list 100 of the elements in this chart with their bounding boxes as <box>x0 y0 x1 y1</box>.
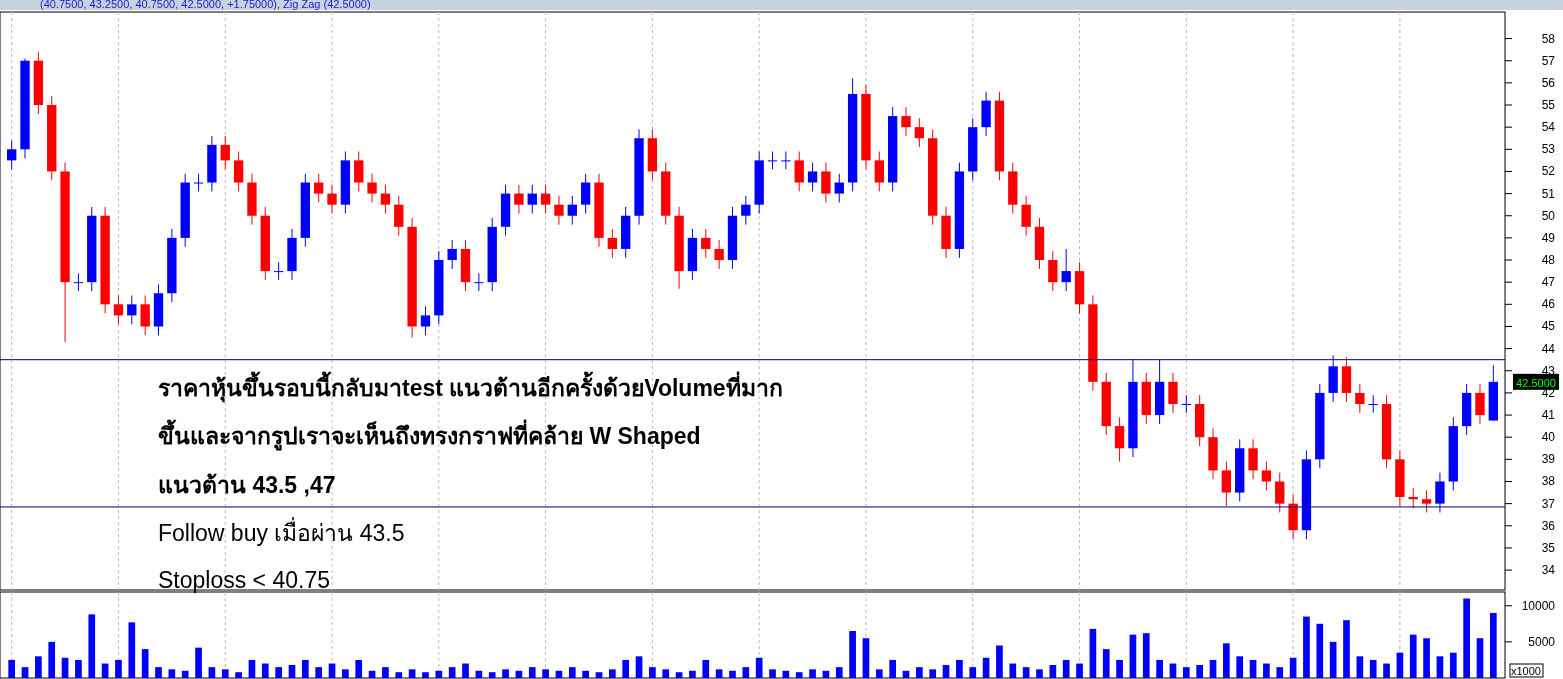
candlestick <box>314 173 324 203</box>
bar <box>729 670 736 678</box>
bar <box>1049 664 1057 678</box>
candlestick <box>1421 489 1432 513</box>
bar <box>675 672 683 678</box>
bar <box>1276 667 1284 678</box>
bar <box>929 669 937 678</box>
candlestick <box>220 135 230 170</box>
y-tick-label: 41 <box>1541 408 1556 423</box>
bar <box>622 659 630 678</box>
y-tick-label: 38 <box>1541 474 1556 489</box>
bar <box>1489 612 1497 678</box>
candlestick <box>821 162 831 203</box>
candlestick <box>127 294 137 325</box>
candlestick <box>540 184 551 215</box>
candlestick <box>834 173 844 203</box>
candlestick <box>474 272 484 292</box>
bar <box>862 638 870 678</box>
y-tick-label: 52 <box>1541 164 1556 179</box>
candlestick <box>420 306 431 336</box>
candlestick <box>580 173 591 215</box>
y-tick-label: 55 <box>1541 98 1556 113</box>
bar <box>75 659 82 678</box>
bar <box>1076 663 1083 678</box>
candlestick <box>1248 438 1258 480</box>
bar <box>435 670 443 678</box>
bar <box>1436 656 1444 678</box>
y-tick-label: 39 <box>1541 452 1556 467</box>
bar <box>889 659 896 678</box>
bar <box>1356 656 1364 678</box>
candlestick <box>380 184 391 215</box>
bar <box>1329 641 1337 678</box>
text: 42.5000 <box>1516 376 1556 389</box>
y-axis-title: x1000 <box>1511 665 1541 677</box>
annotation: ราคาหุ้นขึ้นรอบนี้กลับมาtest แนวต้านอีกครั้งด้วยVolumeที่มาก <box>158 371 783 403</box>
candlestick <box>1368 394 1378 414</box>
candlestick <box>901 106 911 137</box>
bar <box>809 669 816 678</box>
bar <box>155 667 162 678</box>
candlestick <box>1435 472 1445 513</box>
y-tick-label: 58 <box>1541 31 1556 46</box>
candlestick <box>273 261 284 281</box>
bar <box>181 670 189 678</box>
bar <box>582 670 589 678</box>
bar <box>849 631 856 678</box>
bar <box>996 645 1003 678</box>
y-tick-label: 56 <box>1541 75 1556 90</box>
annotation: Stoploss < 40.75 <box>158 567 330 593</box>
bar <box>8 659 16 678</box>
y-tick-label: 49 <box>1541 230 1556 245</box>
bar <box>488 672 496 678</box>
candlestick <box>1048 250 1058 292</box>
bar <box>916 667 923 678</box>
bar <box>208 667 216 678</box>
bar <box>742 667 750 678</box>
y-tick-label: 45 <box>1541 319 1556 334</box>
bar <box>1089 628 1097 678</box>
y-tick-label: 35 <box>1541 540 1556 555</box>
bar <box>1383 663 1390 678</box>
bar <box>1116 659 1123 678</box>
bar <box>48 641 56 678</box>
candlestick <box>701 228 711 259</box>
bar <box>1009 663 1017 678</box>
bar <box>1156 659 1163 678</box>
bar <box>1449 652 1457 678</box>
candlestick <box>1221 461 1232 507</box>
y-tick-label: 10000 <box>1521 598 1556 613</box>
bar <box>115 659 122 678</box>
candlestick <box>394 195 404 237</box>
candlestick <box>1114 416 1125 463</box>
bar <box>382 667 389 678</box>
bar <box>795 672 803 678</box>
y-tick-label: 34 <box>1541 563 1556 578</box>
bar <box>1409 634 1417 678</box>
bar <box>502 669 509 678</box>
candlestick <box>1181 394 1191 414</box>
candlestick <box>367 173 377 203</box>
candlestick <box>914 117 925 148</box>
bar <box>689 670 696 678</box>
bar <box>288 664 296 678</box>
y-tick-label: 5000 <box>1528 634 1556 649</box>
candlestick <box>7 139 17 170</box>
bar <box>1316 623 1324 678</box>
bar <box>1102 649 1110 678</box>
candlestick <box>1475 383 1485 425</box>
bar <box>88 614 96 678</box>
bar <box>1142 633 1150 678</box>
y-tick-label: 40 <box>1541 430 1556 445</box>
candlestick <box>527 184 537 215</box>
bar <box>1263 663 1270 678</box>
y-tick-label: 46 <box>1541 297 1556 312</box>
y-tick-label: 48 <box>1541 253 1556 268</box>
annotation: แนวต้าน 43.5 ,47 <box>158 472 336 498</box>
candlestick <box>514 184 524 215</box>
y-tick-label: 47 <box>1541 275 1556 290</box>
y-tick-label: 57 <box>1541 53 1556 68</box>
candlestick <box>567 195 577 226</box>
y-tick-label: 54 <box>1541 120 1556 135</box>
bar <box>168 669 176 678</box>
candlestick <box>113 294 124 325</box>
